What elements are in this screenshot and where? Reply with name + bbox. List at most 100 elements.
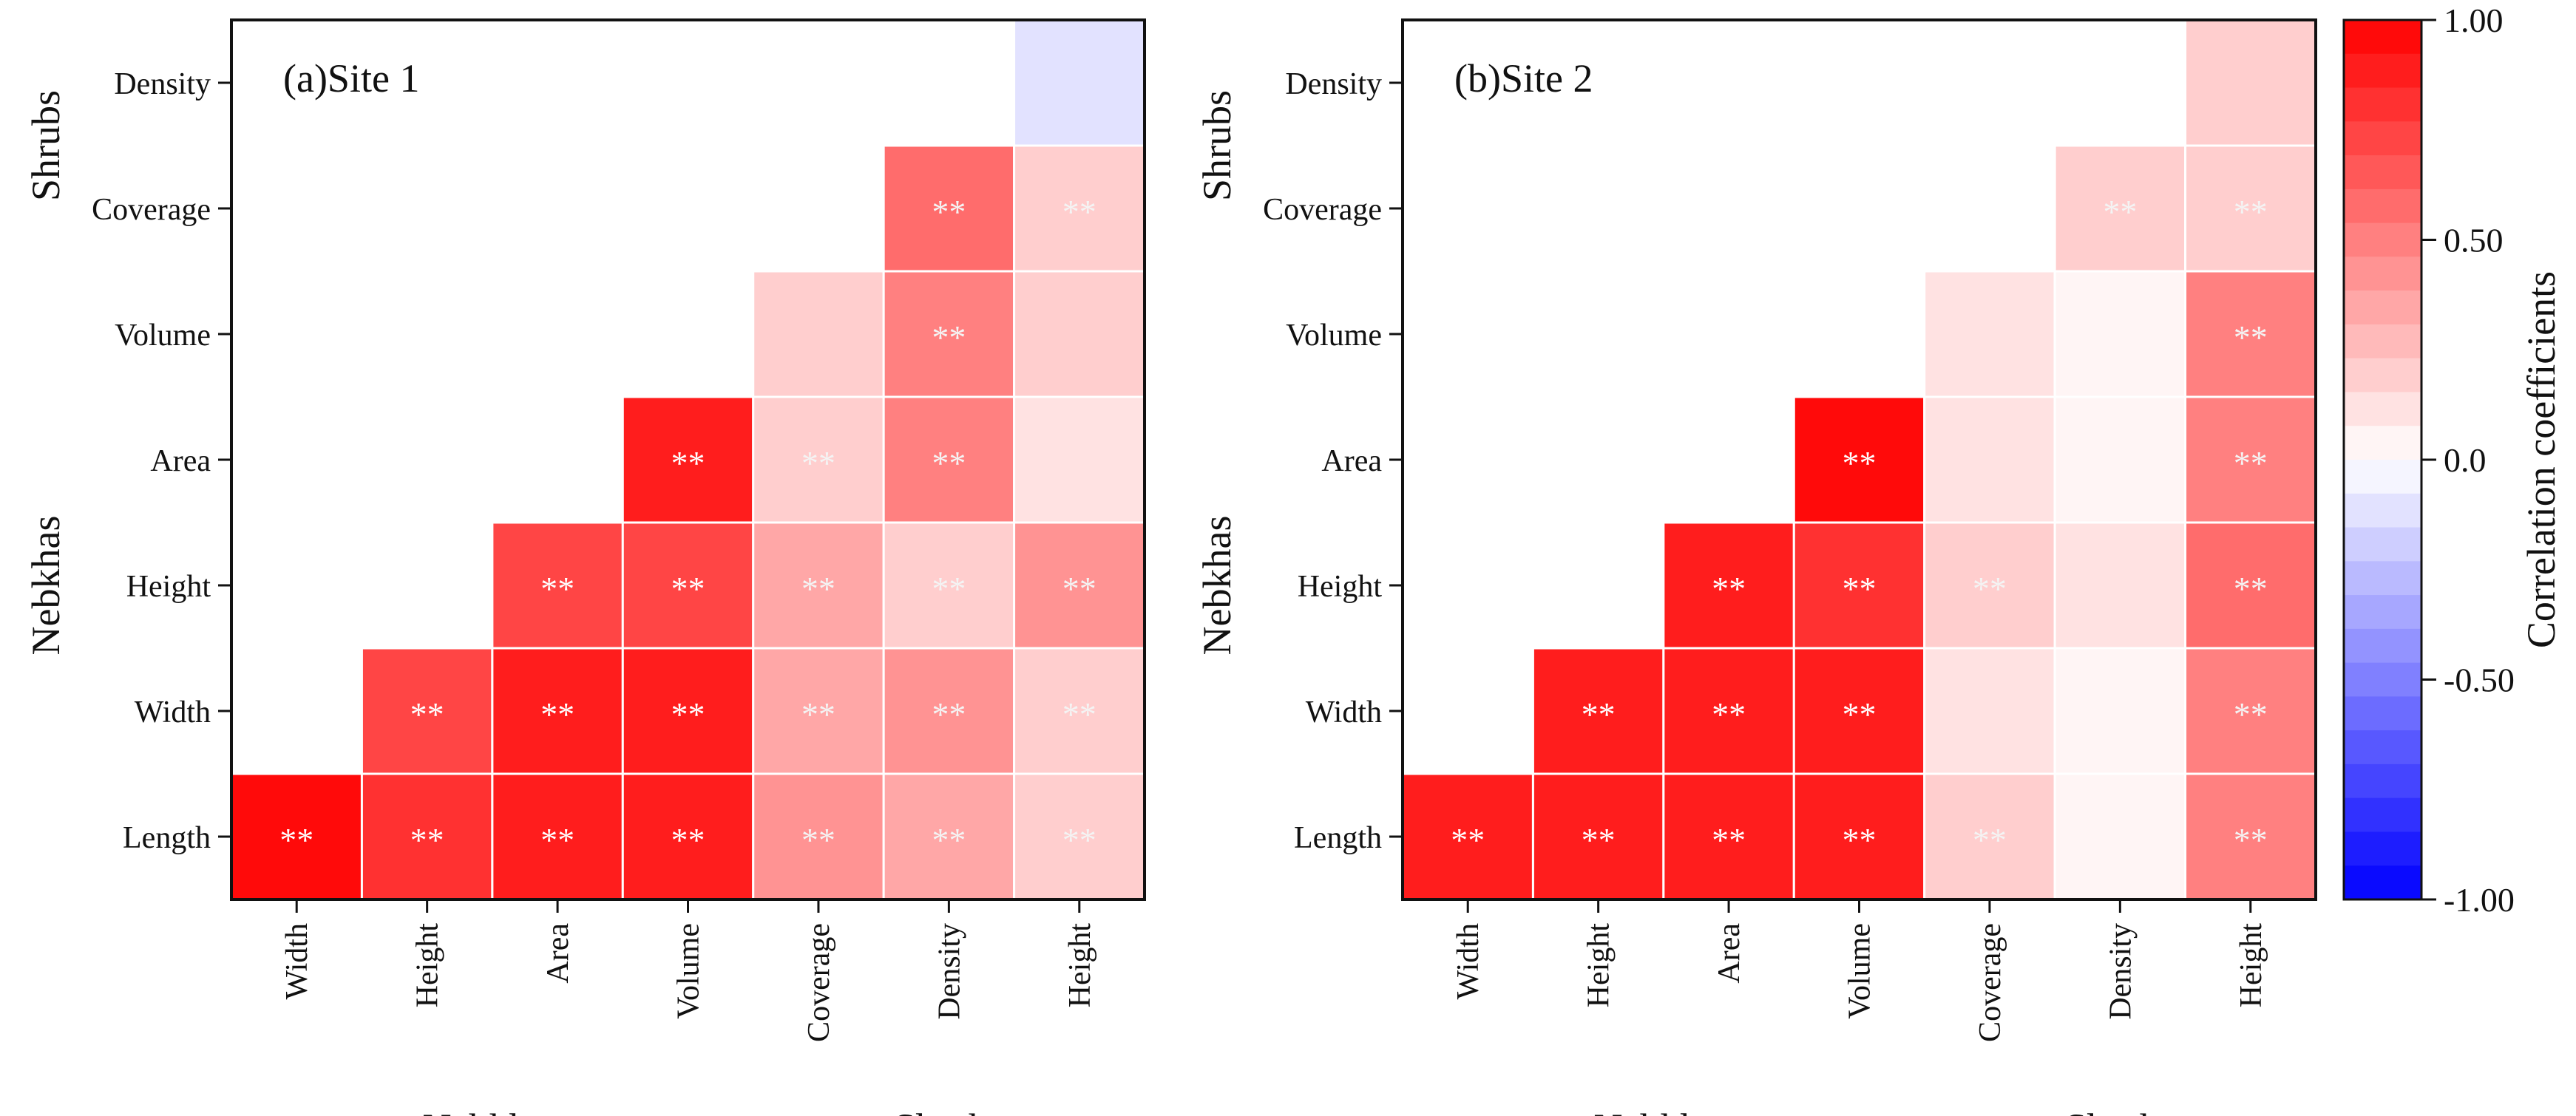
significance-marker: **	[1062, 193, 1097, 231]
panel-site-1: ** ** ** ** ** ** ** ** ** ** ** ** ** ** ** ** ** ** ** **…	[24, 18, 1146, 1116]
colorbar-swatch	[2344, 121, 2421, 156]
heatmap-cell	[882, 144, 1016, 273]
colorbar-swatch	[2344, 155, 2421, 190]
colorbar-swatch	[2344, 865, 2421, 900]
colorbar-swatch	[2344, 188, 2421, 224]
y-group-label-nebkhas: Nebkhas	[24, 516, 68, 656]
x-tick-label: Density	[2104, 923, 2138, 1020]
x-tick-label: Width	[1451, 923, 1485, 999]
significance-marker: **	[1973, 821, 2007, 859]
heatmap-cell	[882, 647, 1016, 775]
y-tick-label: Height	[1298, 570, 1383, 604]
x-group-label-nebkhas: Nebkhas	[1593, 1106, 1733, 1116]
significance-marker: **	[1451, 821, 1485, 859]
colorbar-swatch	[2344, 595, 2421, 630]
colorbar-swatch	[2344, 222, 2421, 257]
heatmap-cell	[1792, 521, 1926, 650]
y-tick-label: Volume	[115, 319, 211, 353]
significance-marker: **	[932, 570, 966, 608]
significance-marker: **	[1712, 695, 1746, 733]
significance-marker: **	[932, 695, 966, 733]
heatmap-cell	[2053, 647, 2187, 775]
colorbar-swatch	[2344, 662, 2421, 697]
colorbar-swatch	[2344, 561, 2421, 596]
significance-marker: **	[410, 695, 444, 733]
heatmap-cell	[1923, 395, 2056, 524]
significance-marker: **	[1973, 570, 2007, 608]
colorbar-swatch	[2344, 290, 2421, 325]
significance-marker: **	[801, 570, 835, 608]
significance-marker: **	[671, 444, 705, 482]
y-tick-label: Length	[123, 821, 211, 855]
significance-marker: **	[2234, 193, 2268, 231]
colorbar-label: Correlation coefficients	[2519, 271, 2563, 648]
colorbar-swatch	[2344, 392, 2421, 426]
significance-marker: **	[801, 695, 835, 733]
x-tick-label: Coverage	[1973, 923, 2007, 1042]
heatmap-cell	[1662, 772, 1795, 901]
heatmap-cell	[1923, 270, 2056, 398]
colorbar-tick-label: 1.00	[2444, 1, 2504, 39]
heatmap-cell	[1531, 647, 1665, 775]
heatmap-cell	[752, 270, 885, 398]
heatmap-cell	[491, 772, 624, 901]
heatmap-cell	[882, 395, 1016, 524]
heatmap-cell	[621, 647, 755, 775]
significance-marker: **	[932, 193, 966, 231]
colorbar-swatch	[2344, 831, 2421, 866]
panel-title: (b)Site 2	[1454, 56, 1593, 101]
significance-marker: **	[279, 821, 313, 859]
x-tick-label: Height	[411, 923, 445, 1008]
heatmap-cell	[1923, 647, 2056, 775]
colorbar-swatch	[2344, 493, 2421, 528]
heatmap-cell	[882, 270, 1016, 398]
y-tick-label: Width	[135, 695, 211, 729]
colorbar-swatch	[2344, 696, 2421, 731]
heatmap-cell	[621, 521, 755, 650]
significance-marker: **	[671, 570, 705, 608]
heatmap-cell	[1013, 395, 1146, 524]
y-group-label-shrubs: Shrubs	[24, 90, 68, 201]
y-tick-label: Volume	[1286, 319, 1382, 353]
heatmap-cell	[2053, 270, 2187, 398]
significance-marker: **	[932, 821, 966, 859]
colorbar-swatch	[2344, 20, 2421, 55]
x-group-label-shrubs: Shrubs	[2064, 1106, 2175, 1116]
x-tick-label: Volume	[1843, 923, 1877, 1019]
heatmap-cell	[1662, 647, 1795, 775]
colorbar-swatch	[2344, 426, 2421, 460]
x-tick-label: Coverage	[802, 923, 836, 1042]
colorbar-tick-label: 0.50	[2444, 222, 2504, 259]
y-tick-label: Width	[1306, 695, 1382, 729]
significance-marker: **	[801, 444, 835, 482]
significance-marker: **	[801, 821, 835, 859]
heatmap-cell	[1792, 395, 1926, 524]
colorbar-swatch	[2344, 358, 2421, 393]
heatmap-cell	[2184, 144, 2317, 273]
heatmap-cell	[1923, 772, 2056, 901]
significance-marker: **	[540, 570, 574, 608]
significance-marker: **	[671, 695, 705, 733]
significance-marker: **	[1062, 695, 1097, 733]
colorbar-swatch	[2344, 730, 2421, 765]
heatmap-cell	[1013, 18, 1146, 147]
significance-marker: **	[2234, 695, 2268, 733]
x-tick-label: Volume	[672, 923, 706, 1019]
significance-marker: **	[1843, 695, 1877, 733]
heatmap-cell	[621, 772, 755, 901]
significance-marker: **	[2234, 821, 2268, 859]
heatmap-cell	[2053, 521, 2187, 650]
heatmap-cell	[1923, 521, 2056, 650]
significance-marker: **	[1843, 570, 1877, 608]
significance-marker: **	[1582, 695, 1616, 733]
heatmap-cell	[1013, 144, 1146, 273]
significance-marker: **	[1582, 821, 1616, 859]
x-tick-label: Density	[932, 923, 966, 1020]
colorbar-tick-label: 0.0	[2444, 441, 2487, 479]
y-tick-label: Length	[1294, 821, 1382, 855]
y-tick-label: Coverage	[92, 193, 211, 227]
colorbar-tick-label: -0.50	[2444, 661, 2515, 699]
y-tick-label: Density	[114, 67, 211, 101]
x-group-label-nebkhas: Nebkhas	[422, 1106, 562, 1116]
heatmap-cell	[360, 647, 494, 775]
